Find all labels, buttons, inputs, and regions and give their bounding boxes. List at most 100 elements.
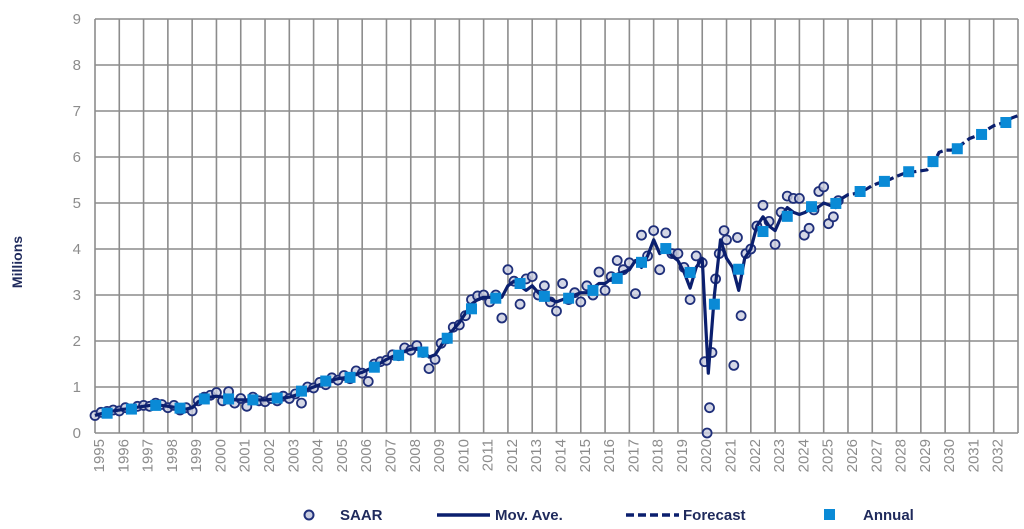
legend-annual-marker bbox=[824, 509, 835, 520]
x-tick-label: 2023 bbox=[771, 439, 788, 472]
x-tick-label: 2016 bbox=[601, 439, 618, 472]
x-tick-label: 1999 bbox=[188, 439, 205, 472]
x-tick-label: 2000 bbox=[212, 439, 229, 472]
saar-point bbox=[636, 229, 647, 241]
y-tick-label: 5 bbox=[73, 195, 81, 212]
y-axis-ticks: 0 1 2 3 4 5 6 7 8 9 bbox=[73, 11, 81, 442]
x-tick-label: 2010 bbox=[455, 439, 472, 472]
x-tick-label: 1995 bbox=[91, 439, 108, 472]
x-tick-label: 2002 bbox=[261, 439, 278, 472]
saar-point bbox=[423, 363, 435, 375]
y-tick-label: 6 bbox=[73, 149, 81, 166]
annual-point bbox=[611, 272, 623, 284]
annual-point bbox=[368, 361, 380, 373]
saar-point bbox=[690, 250, 702, 262]
annual-point bbox=[733, 263, 745, 275]
annual-point bbox=[806, 201, 818, 213]
saar-point bbox=[296, 397, 307, 409]
legend-annual-label: Annual bbox=[863, 507, 914, 524]
annual-point bbox=[465, 303, 477, 315]
y-tick-label: 7 bbox=[73, 103, 81, 120]
x-tick-label: 1996 bbox=[115, 439, 132, 472]
annual-point bbox=[490, 292, 502, 304]
x-tick-label: 2001 bbox=[237, 439, 254, 472]
annual-point bbox=[538, 290, 550, 302]
saar-point bbox=[701, 427, 713, 439]
legend: SAAR Mov. Ave. Forecast Annual bbox=[303, 507, 914, 524]
saar-point bbox=[732, 232, 743, 243]
annual-point bbox=[708, 298, 720, 310]
annual-point bbox=[295, 385, 307, 397]
x-tick-label: 2015 bbox=[577, 439, 594, 472]
saar-point bbox=[551, 305, 562, 317]
legend-mov-ave-label: Mov. Ave. bbox=[495, 507, 563, 524]
annual-point bbox=[563, 292, 575, 304]
y-tick-label: 8 bbox=[73, 57, 81, 74]
saar-point bbox=[684, 294, 696, 306]
annual-point bbox=[393, 349, 405, 361]
saar-point bbox=[672, 248, 684, 260]
saar-point bbox=[735, 310, 747, 322]
plot-marks bbox=[89, 114, 1019, 439]
x-tick-label: 2004 bbox=[310, 439, 327, 472]
x-tick-label: 2031 bbox=[965, 439, 982, 472]
y-axis-label: Millions bbox=[9, 236, 25, 288]
annual-point bbox=[854, 186, 866, 197]
annual-point bbox=[174, 402, 186, 414]
saar-point bbox=[728, 359, 740, 371]
y-tick-label: 3 bbox=[73, 287, 81, 304]
saar-point bbox=[704, 402, 715, 414]
saar-point bbox=[575, 296, 587, 308]
x-tick-label: 2030 bbox=[941, 439, 958, 472]
x-tick-label: 2027 bbox=[868, 439, 885, 472]
x-tick-label: 2024 bbox=[795, 439, 812, 472]
x-tick-label: 2025 bbox=[820, 439, 837, 472]
annual-point bbox=[198, 393, 210, 405]
x-tick-label: 2006 bbox=[358, 439, 375, 472]
saar-point bbox=[538, 280, 550, 292]
x-tick-label: 2011 bbox=[480, 439, 497, 471]
x-tick-label: 2009 bbox=[431, 439, 448, 472]
saar-point bbox=[514, 298, 526, 310]
saar-point bbox=[526, 271, 538, 283]
saar-point bbox=[611, 255, 623, 266]
saar-point bbox=[654, 264, 666, 276]
annual-point bbox=[320, 375, 332, 387]
saar-point bbox=[818, 181, 830, 193]
annual-point bbox=[830, 197, 842, 209]
x-tick-label: 1998 bbox=[164, 439, 181, 472]
y-tick-label: 0 bbox=[73, 425, 81, 442]
annual-point bbox=[101, 407, 113, 419]
legend-saar-label: SAAR bbox=[340, 507, 383, 524]
x-tick-label: 2021 bbox=[723, 439, 740, 472]
x-tick-label: 2026 bbox=[844, 439, 861, 472]
saar-point bbox=[793, 192, 805, 204]
annual-point bbox=[125, 403, 137, 415]
x-tick-label: 2014 bbox=[553, 439, 570, 472]
x-tick-label: 2028 bbox=[893, 439, 910, 472]
annual-point bbox=[441, 332, 453, 344]
annual-point bbox=[587, 284, 599, 296]
annual-point bbox=[927, 156, 939, 168]
x-tick-label: 2019 bbox=[674, 439, 691, 472]
annual-point bbox=[781, 210, 793, 222]
annual-point bbox=[417, 346, 429, 358]
annual-point bbox=[223, 393, 235, 405]
annual-point bbox=[684, 266, 696, 278]
saar-point bbox=[828, 211, 839, 223]
saar-point bbox=[769, 238, 781, 250]
saar-point bbox=[502, 264, 514, 276]
annual-point bbox=[247, 394, 259, 406]
annual-point bbox=[344, 371, 356, 383]
annual-point bbox=[514, 278, 526, 289]
annual-point bbox=[951, 143, 963, 155]
saar-point bbox=[757, 199, 769, 211]
saar-point bbox=[362, 376, 374, 387]
x-tick-label: 2008 bbox=[407, 439, 424, 472]
saar-point bbox=[721, 234, 732, 246]
saar-point bbox=[660, 227, 672, 239]
saar-point bbox=[648, 225, 660, 237]
saar-point bbox=[599, 284, 611, 296]
saar-point bbox=[593, 266, 605, 278]
legend-forecast-label: Forecast bbox=[683, 507, 746, 524]
